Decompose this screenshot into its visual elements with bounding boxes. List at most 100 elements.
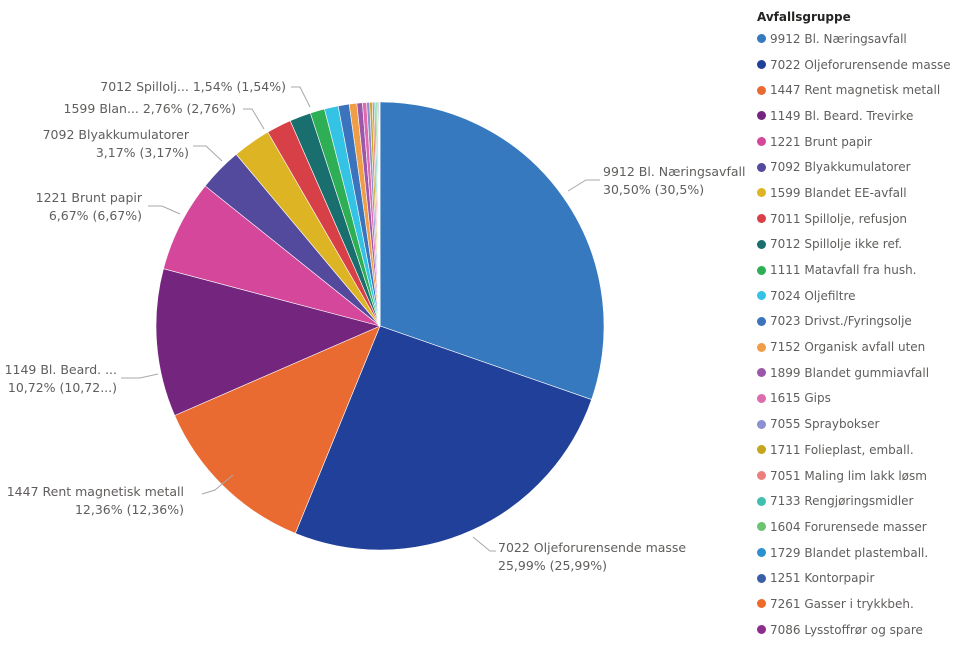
legend-item[interactable]: 1221 Brunt papir xyxy=(757,129,952,155)
legend-marker xyxy=(757,342,766,352)
legend-items: 9912 Bl. Næringsavfall 7022 Oljeforurense… xyxy=(757,26,952,643)
leader-line xyxy=(472,536,496,552)
legend-item[interactable]: 7024 Oljefiltre xyxy=(757,283,952,309)
legend-marker xyxy=(757,573,766,583)
slice-value-label: 6,67% (6,67%) xyxy=(49,208,142,223)
slice-label: 7012 Spillolj... 1,54% (1,54%) xyxy=(100,79,286,94)
slice-value-label: 10,72% (10,72...) xyxy=(8,380,117,395)
slice-label: 1447 Rent magnetisk metall xyxy=(7,484,184,499)
slice-label: 1149 Bl. Beard. ... xyxy=(5,362,117,377)
legend-item[interactable]: 7055 Spraybokser xyxy=(757,411,952,437)
leader-lines xyxy=(121,86,600,552)
slice-labels: 9912 Bl. Næringsavfall 30,50% (30,5%) 7022… xyxy=(5,79,745,573)
legend-item[interactable]: 7086 Lysstoffrør og spare xyxy=(757,617,952,643)
slice-label: 7092 Blyakkumulatorer xyxy=(43,127,190,142)
legend-item[interactable]: 1899 Blandet gummiavfall xyxy=(757,360,952,386)
legend-label: 1149 Bl. Beard. Trevirke xyxy=(770,108,914,123)
legend-label: 1251 Kontorpapir xyxy=(770,571,875,586)
leader-line xyxy=(567,179,600,192)
pie-slice[interactable] xyxy=(379,101,605,400)
legend-label: 7086 Lysstoffrør og spare xyxy=(770,622,923,637)
legend-marker xyxy=(757,316,766,326)
legend-item[interactable]: 7023 Drivst./Fyringsolje xyxy=(757,309,952,335)
legend-label: 1447 Rent magnetisk metall xyxy=(770,83,941,98)
slice-value-label: 25,99% (25,99%) xyxy=(498,558,607,573)
legend-marker xyxy=(757,496,766,506)
legend-marker xyxy=(757,239,766,249)
legend-item[interactable]: 7261 Gasser i trykkbeh. xyxy=(757,591,952,617)
pie-chart: 9912 Bl. Næringsavfall 30,50% (30,5%) 7022… xyxy=(5,79,745,573)
slice-value-label: 12,36% (12,36%) xyxy=(75,502,184,517)
legend-marker xyxy=(757,188,766,198)
legend-marker xyxy=(757,85,766,95)
legend-label: 1899 Blandet gummiavfall xyxy=(770,365,930,380)
legend-item[interactable]: 1711 Folieplast, emball. xyxy=(757,437,952,463)
legend: Avfallsgruppe 9912 Bl. Næringsavfall 7022… xyxy=(757,8,952,643)
legend-item[interactable]: 1729 Blandet plastemball. xyxy=(757,540,952,566)
legend-label: 1615 Gips xyxy=(770,391,831,406)
legend-item[interactable]: 1251 Kontorpapir xyxy=(757,565,952,591)
leader-line xyxy=(121,373,159,379)
pie-slice[interactable] xyxy=(174,325,381,534)
legend-label: 7152 Organisk avfall uten xyxy=(770,340,926,355)
legend-marker xyxy=(757,625,766,635)
legend-item[interactable]: 7012 Spillolje ikke ref. xyxy=(757,232,952,258)
legend-item[interactable]: 9912 Bl. Næringsavfall xyxy=(757,26,952,52)
legend-marker xyxy=(757,111,766,121)
legend-marker xyxy=(757,393,766,403)
legend-item[interactable]: 7092 Blyakkumulatorer xyxy=(757,154,952,180)
legend-label: 7133 Rengjøringsmidler xyxy=(770,494,914,509)
legend-label: 7011 Spillolje, refusjon xyxy=(770,211,908,226)
legend-item[interactable]: 1111 Matavfall fra hush. xyxy=(757,257,952,283)
legend-label: 1604 Forurensede masser xyxy=(770,519,927,534)
legend-label: 7051 Maling lim lakk løsm xyxy=(770,468,927,483)
slice-value-label: 30,50% (30,5%) xyxy=(603,182,704,197)
leader-line xyxy=(148,205,181,215)
pie-slice[interactable] xyxy=(155,268,381,416)
legend-marker xyxy=(757,548,766,558)
legend-item[interactable]: 1149 Bl. Beard. Trevirke xyxy=(757,103,952,129)
slice-label: 1599 Blan... 2,76% (2,76%) xyxy=(64,101,236,116)
legend-marker xyxy=(757,291,766,301)
legend-label: 7023 Drivst./Fyringsolje xyxy=(770,314,912,329)
legend-marker xyxy=(757,445,766,455)
legend-label: 1221 Brunt papir xyxy=(770,134,873,149)
legend-label: 1729 Blandet plastemball. xyxy=(770,545,929,560)
legend-item[interactable]: 7133 Rengjøringsmidler xyxy=(757,488,952,514)
slice-label: 9912 Bl. Næringsavfall xyxy=(603,164,745,179)
legend-label: 7055 Spraybokser xyxy=(770,417,880,432)
legend-label: 1599 Blandet EE-avfall xyxy=(770,185,907,200)
legend-marker xyxy=(757,265,766,275)
legend-label: 7024 Oljefiltre xyxy=(770,288,856,303)
legend-item[interactable]: 7011 Spillolje, refusjon xyxy=(757,206,952,232)
slice-value-label: 3,17% (3,17%) xyxy=(96,145,189,160)
slice-label: 7022 Oljeforurensende masse xyxy=(498,540,686,555)
legend-item[interactable]: 1447 Rent magnetisk metall xyxy=(757,77,952,103)
legend-marker xyxy=(757,522,766,532)
legend-marker xyxy=(757,419,766,429)
legend-label: 9912 Bl. Næringsavfall xyxy=(770,31,907,46)
pie-slice[interactable] xyxy=(379,101,381,327)
leader-line xyxy=(193,145,223,162)
legend-marker xyxy=(757,137,766,147)
leader-line xyxy=(201,474,234,495)
slice-label: 1221 Brunt papir xyxy=(36,190,143,205)
legend-marker xyxy=(757,471,766,481)
legend-item[interactable]: 1599 Blandet EE-avfall xyxy=(757,180,952,206)
legend-item[interactable]: 7022 Oljeforurensende masse xyxy=(757,52,952,78)
pie-slice[interactable] xyxy=(294,325,592,551)
leader-line xyxy=(291,86,311,108)
legend-item[interactable]: 7051 Maling lim lakk løsm xyxy=(757,463,952,489)
legend-item[interactable]: 1615 Gips xyxy=(757,386,952,412)
legend-title: Avfallsgruppe xyxy=(757,10,851,24)
legend-label: 7012 Spillolje ikke ref. xyxy=(770,237,903,252)
legend-marker xyxy=(757,34,766,44)
legend-label: 7022 Oljeforurensende masse xyxy=(770,57,951,72)
legend-marker xyxy=(757,368,766,378)
legend-item[interactable]: 1604 Forurensede masser xyxy=(757,514,952,540)
legend-label: 7261 Gasser i trykkbeh. xyxy=(770,596,914,611)
legend-item[interactable]: 7152 Organisk avfall uten xyxy=(757,334,952,360)
legend-marker xyxy=(757,214,766,224)
leader-line xyxy=(243,108,265,130)
legend-label: 1111 Matavfall fra hush. xyxy=(770,263,917,278)
